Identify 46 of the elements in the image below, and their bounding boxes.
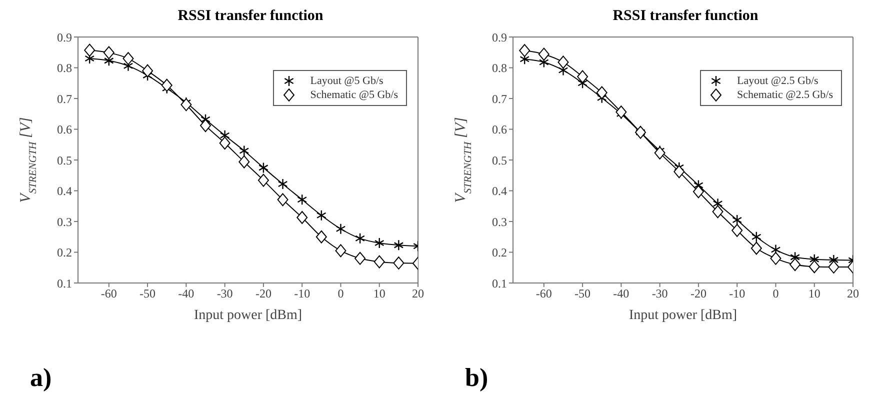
- legend-label: Layout @2.5 Gb/s: [737, 74, 818, 88]
- x-axis-title: Input power [dBm]: [628, 308, 738, 323]
- y-tick-label: 0.2: [57, 246, 72, 260]
- x-axis-title: Input power [dBm]: [194, 308, 302, 323]
- x-tick-label: -60: [536, 286, 552, 301]
- x-tick-label: 20: [847, 286, 859, 301]
- x-tick-label: -40: [178, 286, 194, 301]
- x-tick-label: -10: [729, 286, 746, 301]
- y-tick-label: 0.1: [57, 276, 72, 290]
- x-tick-label: -30: [652, 286, 668, 301]
- x-tick-label: -50: [574, 286, 591, 301]
- y-tick-label: 0.2: [492, 246, 507, 260]
- y-tick-label: 0.7: [492, 92, 507, 106]
- y-tick-label: 0.4: [57, 184, 72, 198]
- y-tick-label: 0.9: [57, 30, 72, 44]
- x-tick-label: 20: [412, 286, 424, 301]
- text: a): [29, 363, 53, 393]
- y-tick-label: 0.1: [492, 276, 507, 290]
- x-tick-label: 0: [338, 286, 344, 301]
- y-tick-label: 0.5: [57, 153, 72, 168]
- y-tick-label: 0.8: [57, 61, 72, 76]
- legend-label: Layout @5 Gb/s: [310, 74, 384, 88]
- x-tick-label: 0: [772, 286, 779, 301]
- x-tick-label: -10: [294, 286, 310, 301]
- x-tick-label: 10: [808, 286, 820, 301]
- y-tick-label: 0.9: [492, 30, 507, 44]
- x-tick-label: -20: [690, 286, 706, 301]
- x-tick-label: -20: [255, 286, 272, 301]
- y-tick-label: 0.7: [57, 92, 72, 106]
- chart-title: RSSI transfer function: [176, 8, 324, 26]
- y-tick-label: 0.5: [492, 153, 507, 168]
- y-tick-label: 0.3: [57, 214, 72, 229]
- y-tick-label: 0.6: [57, 122, 72, 137]
- x-tick-label: 10: [373, 286, 386, 301]
- legend-label: Schematic @5 Gb/s: [310, 88, 398, 102]
- x-tick-label: -60: [100, 286, 117, 301]
- y-tick-label: 0.4: [492, 184, 507, 198]
- y-tick-label: 0.8: [492, 61, 507, 76]
- x-tick-label: -40: [613, 286, 630, 301]
- y-tick-label: 0.6: [492, 122, 507, 137]
- y-tick-label: 0.3: [492, 214, 507, 229]
- x-tick-label: -30: [216, 286, 233, 301]
- x-tick-label: -50: [140, 286, 156, 301]
- chart-title: RSSI transfer function: [612, 8, 760, 26]
- legend-label: Schematic @2.5 Gb/s: [737, 88, 833, 102]
- text: b): [464, 363, 490, 393]
